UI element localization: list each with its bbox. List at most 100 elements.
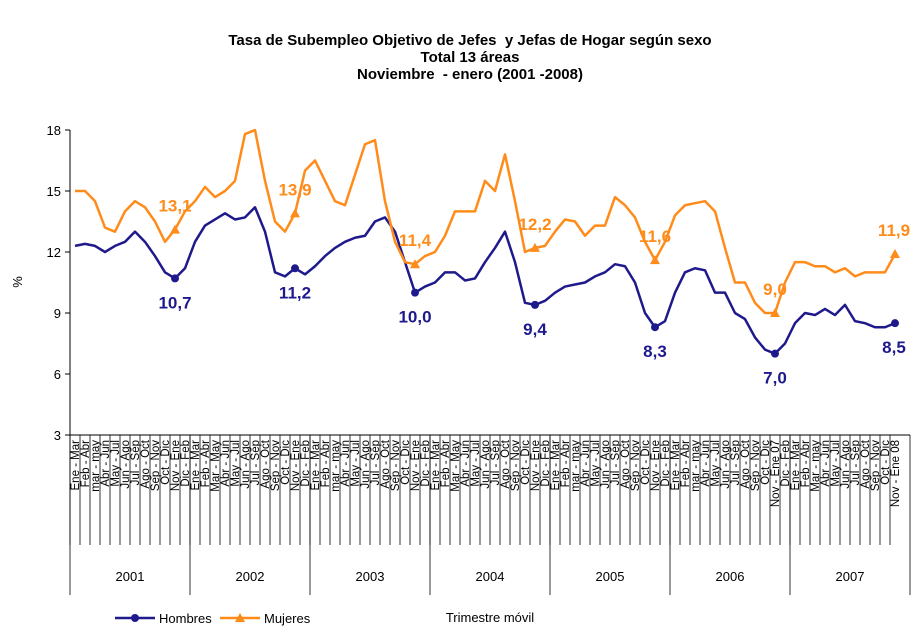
x-tick-label: Sep - Nov <box>150 440 162 491</box>
group-label: 2004 <box>476 569 505 584</box>
series-line <box>75 128 897 315</box>
x-tick-label: Sep - Nov <box>270 440 282 491</box>
data-label: 7,0 <box>763 369 787 388</box>
point-marker <box>650 255 660 265</box>
x-tick-label: mar - may <box>690 440 702 492</box>
data-label: 11,6 <box>639 227 671 246</box>
x-tick-label: Sep - Nov <box>870 440 882 491</box>
x-tick-label: Jun - Ago <box>720 440 732 489</box>
x-tick-label: May - Jul <box>110 440 122 487</box>
x-tick-label: Oct - Dic <box>400 440 412 485</box>
point-marker <box>170 224 180 234</box>
x-tick-label: Jul - Sep <box>250 440 262 485</box>
chart-title: Tasa de Subempleo Objetivo de Jefes y Je… <box>228 32 711 49</box>
y-tick-label: 9 <box>54 306 61 321</box>
data-label: 8,3 <box>643 342 667 361</box>
x-tick-label: Sep - Nov <box>750 440 762 491</box>
chart-subtitle: Total 13 áreas <box>421 49 520 66</box>
data-label: 13,9 <box>278 180 311 199</box>
y-tick-label: 3 <box>54 428 61 443</box>
x-tick-label: Feb - Abr <box>440 440 452 487</box>
x-tick-label: Oct - Dic <box>880 440 892 485</box>
x-axis-label: Trimestre móvil <box>446 610 534 625</box>
x-tick-label: Abr - Jun <box>220 440 232 487</box>
data-label: 12,2 <box>518 215 551 234</box>
data-label: 10,0 <box>398 308 431 327</box>
x-tick-label: Ene - Mar <box>430 440 442 491</box>
x-tick-label: Abr - Jun <box>100 440 112 487</box>
data-label: 9,0 <box>763 280 787 299</box>
x-tick-label: Mar - May <box>210 440 222 492</box>
point-marker <box>171 274 179 283</box>
chart-subtitle: Noviembre - enero (2001 -2008) <box>357 66 583 83</box>
x-tick-label: Jul - Sep <box>850 440 862 485</box>
x-tick-label: Jul - Sep <box>130 440 142 485</box>
point-marker <box>771 349 779 358</box>
point-marker <box>290 208 300 218</box>
x-tick-label: Ago - Oct <box>140 439 152 488</box>
x-tick-label: Jul - Sep <box>610 440 622 485</box>
x-tick-label: Ene - Mar <box>670 440 682 491</box>
x-tick-label: Jun - Ago <box>480 440 492 489</box>
x-tick-label: Dic - Feb <box>540 440 552 487</box>
x-tick-label: Ago - Oct <box>620 439 632 488</box>
y-tick-label: 18 <box>47 123 61 138</box>
point-marker <box>531 300 539 309</box>
group-label: 2003 <box>356 569 385 584</box>
x-tick-label: Abr - Jun <box>340 440 352 487</box>
x-tick-label: Dic - Feb <box>180 440 192 487</box>
data-label: 11,4 <box>399 231 432 250</box>
legend-marker <box>235 613 245 622</box>
x-tick-label: May - Jul <box>590 440 602 487</box>
group-label: 2005 <box>596 569 625 584</box>
x-tick-label: Oct - Dic <box>640 440 652 485</box>
point-marker <box>770 308 780 317</box>
point-marker <box>411 288 419 297</box>
x-tick-label: Ago - Oct <box>500 439 512 488</box>
x-tick-label: May - Jul <box>710 440 722 487</box>
x-tick-label: Ene - Mar <box>70 440 82 491</box>
data-label: 10,7 <box>158 293 191 312</box>
x-tick-label: Feb - Abr <box>200 440 212 487</box>
y-tick-label: 15 <box>47 184 61 199</box>
x-tick-label: Abr - Jun <box>820 440 832 487</box>
point-marker <box>410 259 420 269</box>
x-tick-label: Nov - Ene <box>170 440 182 491</box>
x-tick-label: Jul - Sep <box>730 440 742 485</box>
legend-marker <box>131 614 139 622</box>
x-tick-label: Ene - Mar <box>190 440 202 491</box>
data-label: 11,2 <box>279 283 311 302</box>
x-tick-label: Feb - Abr <box>800 440 812 487</box>
x-tick-label: May - Jul <box>230 440 242 487</box>
x-tick-label: Ago - Oct <box>260 439 272 488</box>
group-label: 2007 <box>836 569 865 584</box>
data-label: 11,9 <box>878 221 910 240</box>
group-label: 2006 <box>716 569 745 584</box>
series-line <box>74 206 896 355</box>
x-tick-label: May - Jul <box>470 440 482 487</box>
data-label: 9,4 <box>523 320 547 339</box>
point-marker <box>530 242 540 252</box>
x-tick-label: Mar - May <box>450 440 462 492</box>
x-tick-label: Feb - Abr <box>680 440 692 487</box>
x-tick-label: Ene - Mar <box>310 440 322 491</box>
x-tick-label: Nov - Ene <box>290 440 302 491</box>
point-marker <box>890 249 900 259</box>
x-tick-label: Dic - Feb <box>300 440 312 487</box>
x-tick-label: Feb - Abr <box>320 440 332 487</box>
x-tick-label: Oct - Dic <box>520 440 532 485</box>
x-tick-label: Dic - Feb <box>660 440 672 487</box>
x-tick-label: Nov - Ene <box>410 440 422 491</box>
x-tick-label: Dic - Feb <box>420 440 432 487</box>
x-tick-label: Ene - Mar <box>790 440 802 491</box>
x-tick-label: mar - may <box>90 440 102 492</box>
group-label: 2001 <box>116 569 145 584</box>
x-tick-label: Nov - Ene <box>530 440 542 491</box>
x-tick-label: mar - may <box>570 440 582 492</box>
x-tick-label: Jun - Ago <box>240 440 252 489</box>
group-label: 2002 <box>236 569 265 584</box>
x-tick-label: Jun - Ago <box>840 440 852 489</box>
y-tick-label: 12 <box>47 245 61 260</box>
x-tick-label: Feb - Abr <box>80 440 92 487</box>
